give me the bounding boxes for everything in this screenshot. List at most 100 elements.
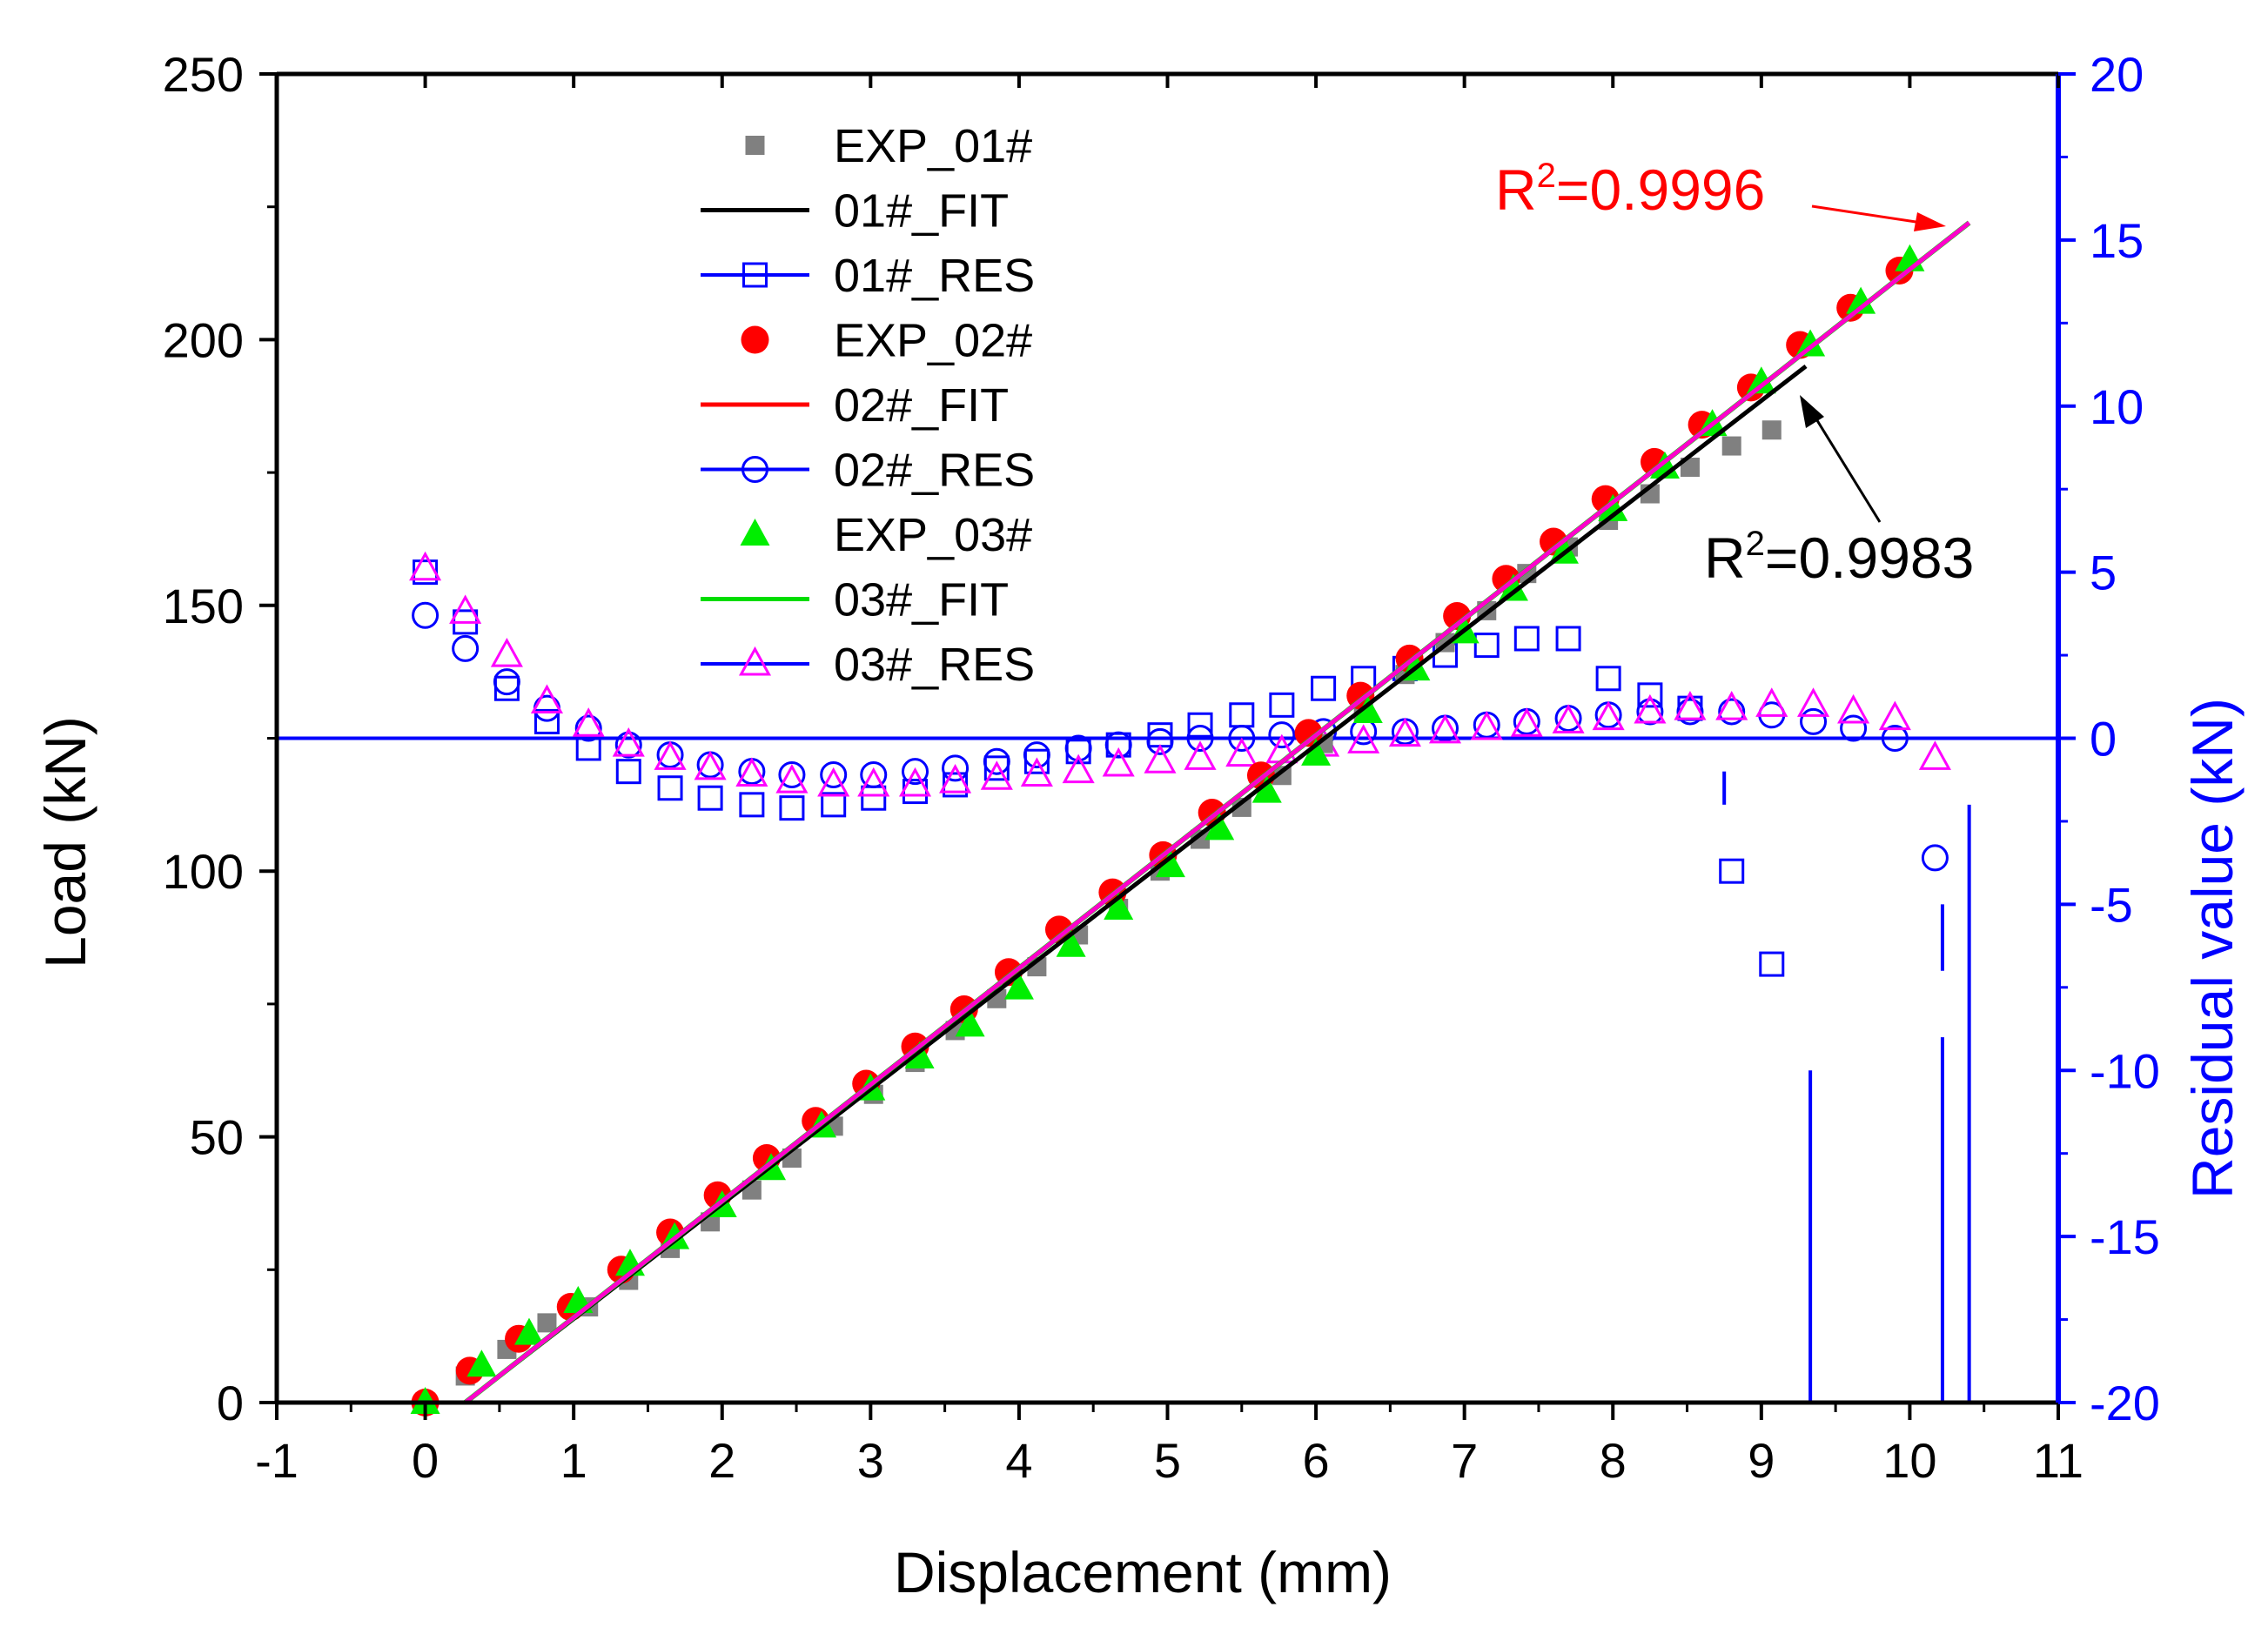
res03-point	[939, 764, 972, 794]
exp03-point	[466, 1349, 497, 1377]
res02-point	[1840, 714, 1868, 742]
res03-point	[1428, 713, 1462, 744]
res01-point	[1473, 633, 1500, 659]
legend-marker-res02	[741, 456, 768, 483]
legend-label: EXP_03#	[834, 509, 1032, 561]
exp03-point	[904, 1041, 935, 1068]
res03-point	[775, 764, 809, 794]
res01-point	[1719, 858, 1745, 884]
exp03-point	[1846, 286, 1876, 314]
res03-point	[530, 684, 564, 714]
res03-point	[1552, 704, 1585, 733]
x-tick-label: 10	[1882, 1433, 1936, 1488]
x-tick-label: 8	[1600, 1433, 1627, 1488]
x-axis-title: Displacement (mm)	[894, 1540, 1392, 1604]
y2-tick-label: 20	[2090, 47, 2144, 102]
res02-point	[1146, 727, 1174, 755]
exp01-point	[1272, 766, 1292, 786]
res02-point	[1881, 725, 1909, 752]
exp03-point	[1498, 573, 1528, 601]
res02-point	[412, 601, 440, 629]
res03-point	[409, 551, 442, 581]
res01-point	[1637, 682, 1663, 708]
res03-point	[654, 740, 687, 770]
axes-layer	[259, 71, 2076, 1420]
res02-point	[493, 668, 520, 696]
res01-point	[1311, 675, 1337, 701]
res02-point	[574, 714, 602, 742]
res02-point	[983, 747, 1010, 775]
exp01-point	[1761, 420, 1782, 440]
legend-label: 02#_FIT	[834, 379, 1009, 432]
res03-point	[490, 637, 523, 667]
y2-axis-title: Residual value (kN)	[2180, 698, 2245, 1199]
tick-labels-layer: -1 0 1 2 3 4 5 6 7 8 9 10 11050100150200250-20-15-10…	[163, 47, 2160, 1488]
legend-marker-exp02	[741, 325, 769, 354]
res03-point	[1918, 740, 1951, 770]
exp03-point	[955, 1009, 985, 1037]
y-tick-label: 200	[163, 312, 244, 367]
res03-point	[1634, 693, 1667, 724]
y2-tick-label: 15	[2090, 213, 2144, 268]
res02-point	[1268, 721, 1296, 749]
res03-point	[1144, 744, 1177, 773]
exp03-point	[1598, 493, 1628, 521]
exp03-point	[1155, 850, 1185, 878]
legend-label: 01#_FIT	[834, 185, 1009, 238]
legend-label: EXP_02#	[834, 315, 1032, 367]
res03-point	[1755, 687, 1788, 717]
res02-point	[860, 760, 888, 788]
exp01-point	[537, 1313, 557, 1333]
res03-point	[1225, 737, 1258, 767]
res03-point	[694, 750, 727, 780]
res01-point	[779, 795, 805, 821]
x-tick-label: 3	[857, 1433, 884, 1488]
res03-point	[1184, 740, 1217, 770]
series-layer	[277, 220, 2058, 1416]
y2-tick-label: -10	[2090, 1043, 2160, 1098]
res03-point	[898, 767, 932, 797]
legend-marker-res01	[742, 262, 768, 288]
exp01-point	[1191, 829, 1211, 849]
res03-point	[857, 767, 890, 797]
y2-tick-label: -5	[2090, 877, 2133, 932]
res01-point	[1187, 712, 1213, 738]
y2-tick-label: 0	[2090, 712, 2117, 767]
legend-marker-exp03	[740, 519, 770, 546]
exp03-point	[1301, 738, 1332, 766]
x-tick-label: 11	[2033, 1433, 2083, 1488]
exp03-point	[1056, 929, 1086, 957]
x-tick-label: 2	[708, 1433, 735, 1488]
res02-point	[1800, 707, 1828, 735]
res02-point	[1104, 731, 1132, 759]
x-tick-label: 0	[412, 1433, 439, 1488]
exp03-point	[1746, 366, 1776, 394]
res01-point	[821, 792, 847, 818]
exp01-point	[1721, 436, 1741, 456]
fit02-line	[464, 221, 1971, 1404]
res02-point	[942, 754, 970, 782]
x-tick-label: 9	[1748, 1433, 1775, 1488]
res01-point	[657, 775, 683, 801]
y-tick-label: 50	[190, 1110, 244, 1165]
res01-point	[1595, 666, 1621, 692]
y-tick-label: 250	[163, 47, 244, 102]
r2-top-arrow-head	[1914, 212, 1946, 231]
legend-label: 02#_RES	[834, 445, 1035, 497]
y-axis-title: Load (kN)	[33, 716, 97, 968]
y-tick-label: 0	[217, 1376, 244, 1430]
y-tick-label: 150	[163, 579, 244, 633]
res01-point	[533, 708, 560, 734]
legend-label: 03#_FIT	[834, 574, 1009, 626]
res01-point	[1513, 626, 1540, 652]
res03-point	[1020, 757, 1053, 787]
res02-point	[1186, 725, 1214, 752]
res01-point	[1555, 626, 1581, 652]
res02-point	[1718, 698, 1746, 726]
y2-tick-label: -15	[2090, 1209, 2160, 1264]
res03-point	[572, 707, 605, 737]
res03-point	[735, 757, 768, 787]
res03-point	[1470, 710, 1503, 740]
x-tick-label: -1	[255, 1433, 299, 1488]
exp03-point	[1104, 892, 1134, 920]
